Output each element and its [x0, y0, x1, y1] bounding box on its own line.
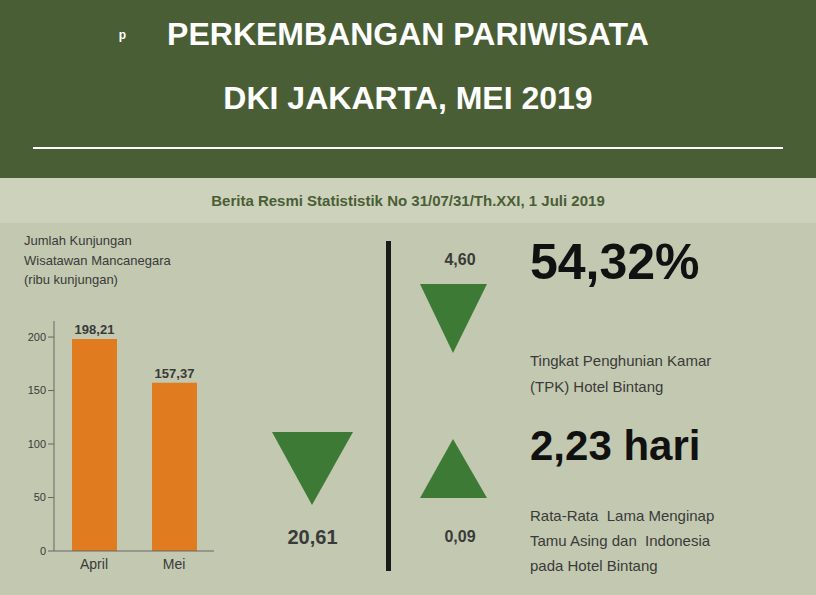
html-text:Tingkat Penghunian Kamar: Tingkat Penghunian Kamar	[530, 352, 712, 369]
svg-text:100: 100	[28, 438, 46, 450]
html-text:(TPK) Hotel Bintang: (TPK) Hotel Bintang	[530, 378, 664, 395]
html-text:PERKEMBANGAN PARIWISATA: PERKEMBANGAN PARIWISATA	[167, 16, 649, 52]
html-text:Wisatawan Mancanegara: Wisatawan Mancanegara	[24, 252, 171, 268]
svg-text:0: 0	[40, 545, 46, 557]
svg-text:Mei: Mei	[163, 556, 186, 572]
svg-text:April: April	[80, 556, 108, 572]
html-text:Tamu Asing dan Indonesia: Tamu Asing dan Indonesia	[530, 532, 711, 549]
html-text:DKI JAKARTA, MEI 2019: DKI JAKARTA, MEI 2019	[223, 80, 593, 116]
html-text:Berita Resmi Statististik No 3: Berita Resmi Statististik No 31/07/31/Th…	[211, 192, 605, 209]
svg-text:157,37: 157,37	[155, 366, 195, 381]
html-text:4,60: 4,60	[444, 251, 476, 268]
svg-text:198,21: 198,21	[75, 322, 115, 337]
svg-text:150: 150	[28, 384, 46, 396]
svg-text:200: 200	[28, 331, 46, 343]
html-text:p: p	[118, 28, 126, 42]
html-text:(ribu kunjungan): (ribu kunjungan)	[24, 272, 118, 287]
svg-text:50: 50	[34, 491, 46, 503]
html-text:Jumlah Kunjungan: Jumlah Kunjungan	[24, 233, 132, 248]
html-text:2,23 hari: 2,23 hari	[530, 422, 701, 469]
html-text:54,32%: 54,32%	[530, 234, 700, 290]
html-text:Rata-Rata Lama Menginap: Rata-Rata Lama Menginap	[530, 507, 715, 524]
html-text:20,61: 20,61	[287, 526, 338, 548]
html-text:pada Hotel Bintang: pada Hotel Bintang	[530, 557, 658, 574]
html-text:0,09: 0,09	[444, 528, 476, 545]
